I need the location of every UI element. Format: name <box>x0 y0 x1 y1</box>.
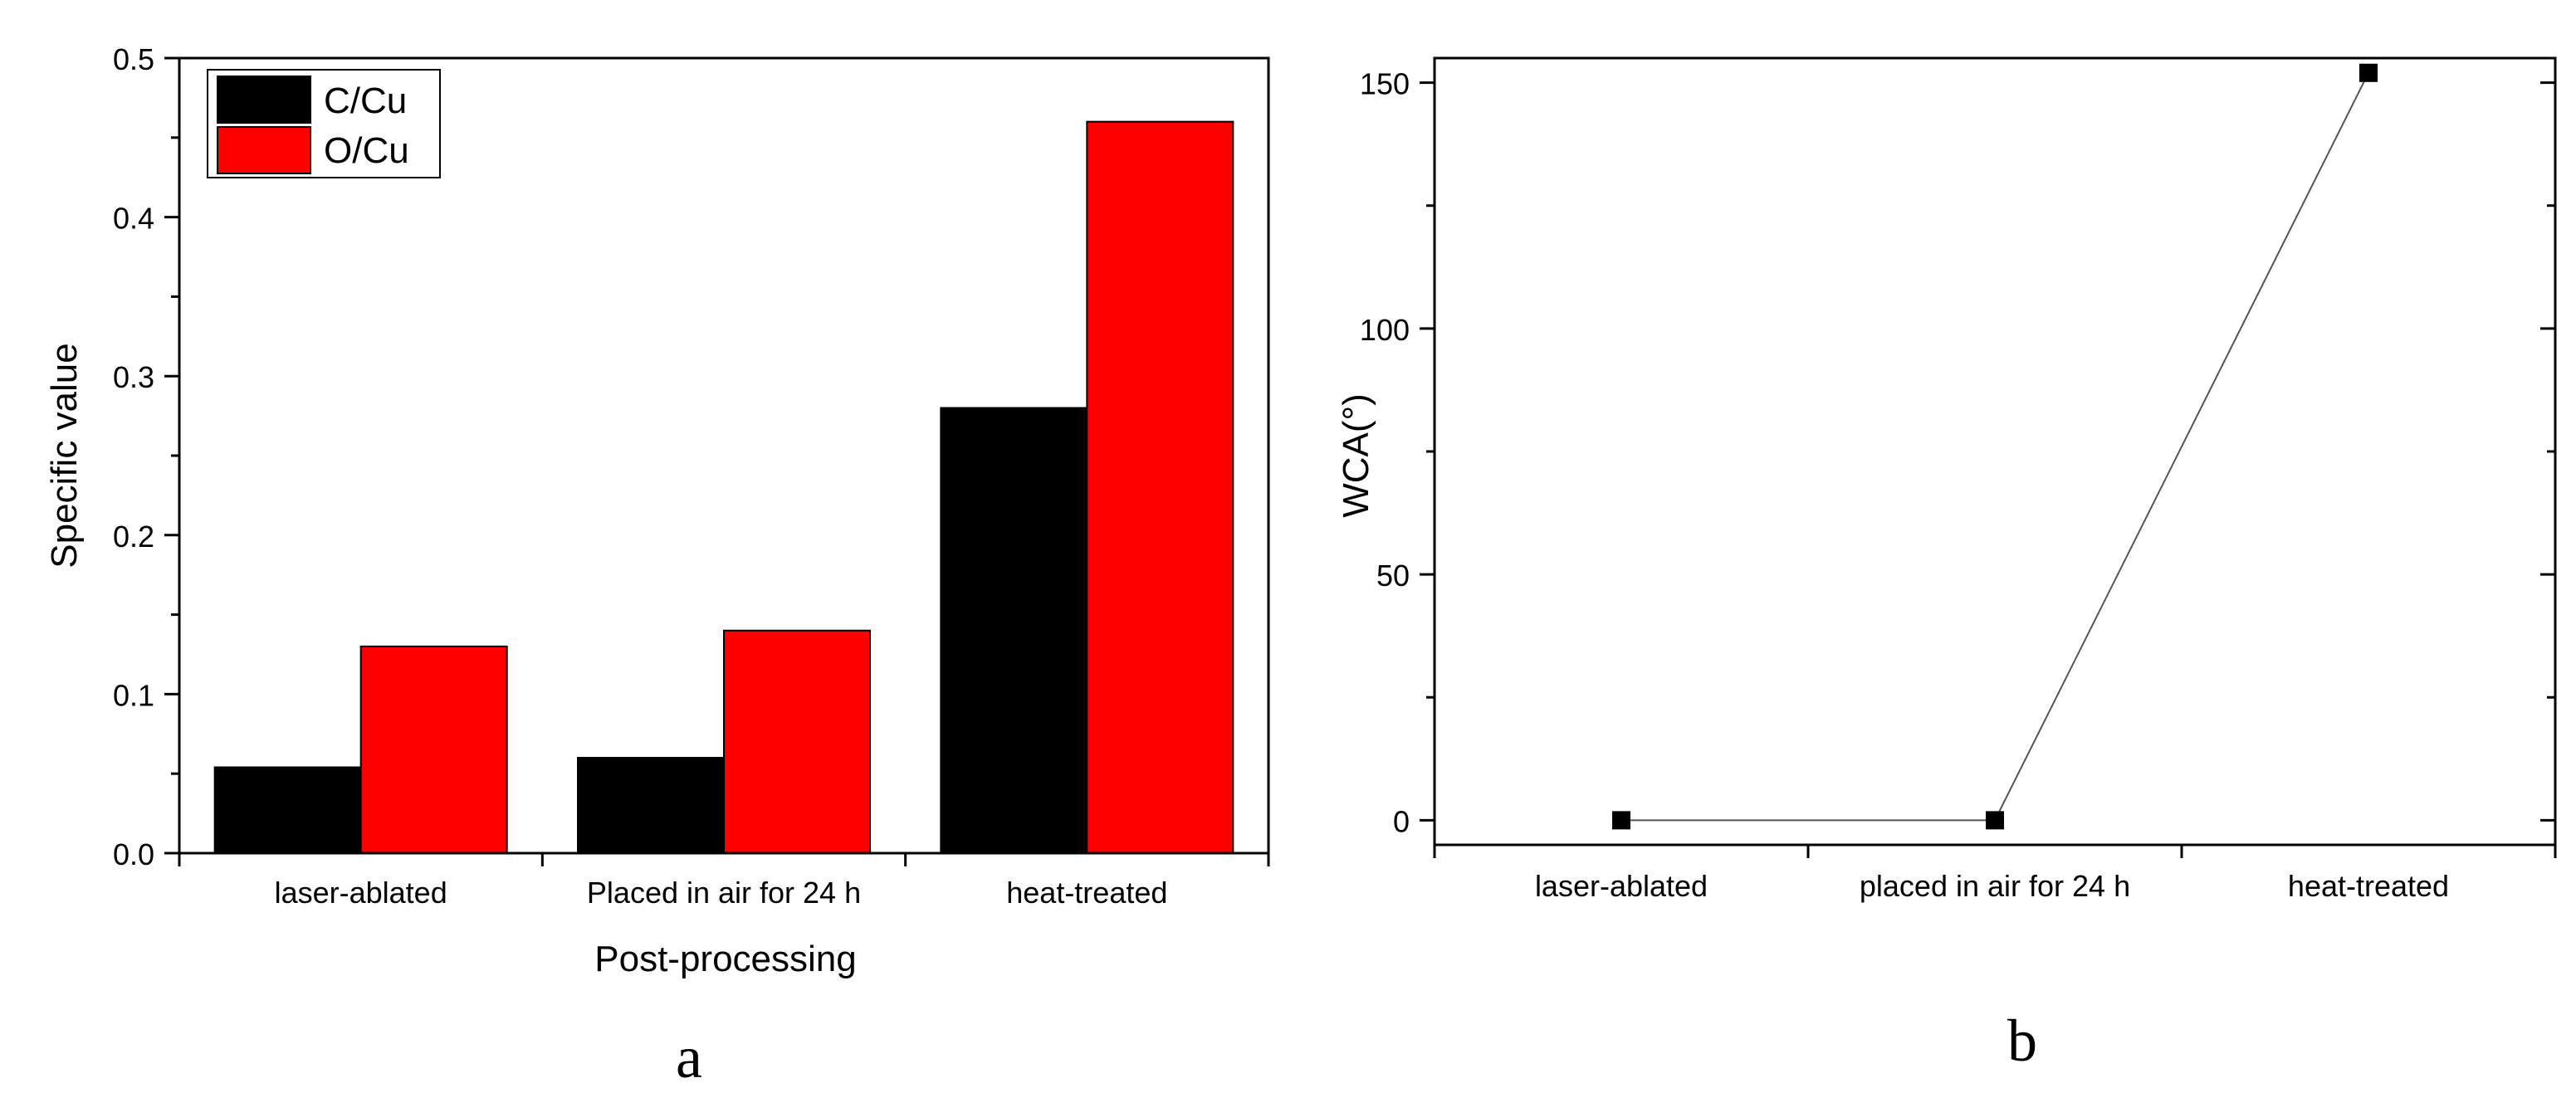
data-point-heat-treated <box>2359 63 2378 82</box>
bar-c-cu-laser-ablated <box>213 766 362 855</box>
y-axis-ticks: 0 50 100 150 <box>1360 67 2555 838</box>
x-axis-ticks: laser-ablated placed in air for 24 h heat-… <box>1433 845 2557 903</box>
panel-label-b: b <box>2007 1008 2037 1074</box>
panel-label-a: a <box>676 1024 702 1091</box>
y-tick-label: 150 <box>1360 67 1410 101</box>
y-tick-label: 0.4 <box>113 202 154 236</box>
x-tick-label: Placed in air for 24 h <box>587 876 861 910</box>
y-tick-label: 50 <box>1376 559 1410 593</box>
series-line <box>1612 63 2378 830</box>
x-axis-ticks: laser-ablated Placed in air for 24 h heat-… <box>178 853 1270 910</box>
legend-label-o-cu: O/Cu <box>324 130 409 171</box>
x-tick-label: laser-ablated <box>275 876 447 910</box>
y-tick-label: 0.3 <box>113 360 154 394</box>
data-point-placed-in-air-for-24-h <box>1986 811 2004 830</box>
data-point-laser-ablated <box>1612 811 1630 830</box>
bar-c-cu-placed-in-air-for-24-h <box>577 757 725 854</box>
bar-chart-panel: 0.0 0.1 0.2 0.3 0.4 0.5 laser-ablated Placed i… <box>44 42 1270 1091</box>
y-tick-label: 0 <box>1393 804 1410 838</box>
legend-swatch-o-cu <box>217 126 311 174</box>
bar-o-cu-placed-in-air-for-24-h <box>723 629 871 854</box>
bar-group <box>213 120 1234 855</box>
y-tick-label: 0.0 <box>113 837 154 871</box>
y-axis-label: WCA(°) <box>1336 393 1376 518</box>
y-tick-label: 100 <box>1360 313 1410 347</box>
bar-o-cu-heat-treated <box>1086 120 1234 854</box>
x-tick-label: placed in air for 24 h <box>1860 869 2130 903</box>
bar-o-cu-laser-ablated <box>359 645 508 854</box>
legend-label-c-cu: C/Cu <box>324 81 407 121</box>
legend: C/Cu O/Cu <box>207 69 441 178</box>
y-tick-label: 0.5 <box>113 42 154 76</box>
x-tick-label: heat-treated <box>1006 876 1167 910</box>
line-chart-panel: 0 50 100 150 laser-ablated placed in air for… <box>1336 56 2557 1074</box>
series-line-wca <box>1621 72 2369 822</box>
y-tick-label: 0.2 <box>113 520 154 554</box>
plot-frame <box>1433 56 2557 847</box>
legend-swatch-c-cu <box>217 76 311 124</box>
x-axis-label: Post-processing <box>594 939 856 979</box>
bar-c-cu-heat-treated <box>940 407 1088 854</box>
x-tick-label: heat-treated <box>2288 869 2449 903</box>
y-tick-label: 0.1 <box>113 678 154 712</box>
y-axis-ticks: 0.0 0.1 0.2 0.3 0.4 0.5 <box>113 42 179 871</box>
y-axis-label: Specific value <box>44 343 85 568</box>
x-tick-label: laser-ablated <box>1535 869 1708 903</box>
